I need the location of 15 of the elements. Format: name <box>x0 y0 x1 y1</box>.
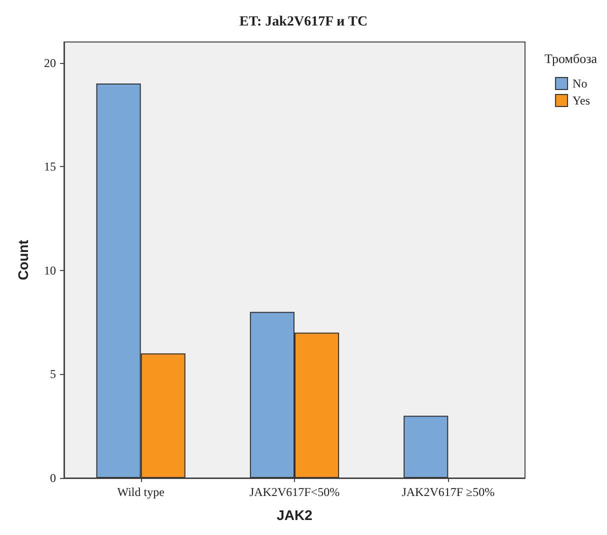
legend-label: No <box>572 76 588 90</box>
x-axis-title: JAK2 <box>276 507 313 523</box>
legend-label: Yes <box>572 94 590 108</box>
x-tick-label: Wild type <box>117 485 164 499</box>
y-tick-label: 10 <box>44 263 56 278</box>
y-tick-label: 0 <box>50 471 56 485</box>
x-tick-label: JAK2V617F<50% <box>249 485 340 499</box>
y-tick-label: 20 <box>44 56 56 70</box>
y-axis-title: Count <box>15 239 31 280</box>
y-tick-label: 5 <box>50 367 56 382</box>
bar <box>404 416 448 478</box>
x-tick-label: JAK2V617F ≥50% <box>402 485 495 499</box>
y-tick-label: 15 <box>44 160 56 174</box>
chart-title: ET: Jak2V617F и TC <box>239 14 368 30</box>
legend-title: Тромбоза <box>544 51 598 66</box>
